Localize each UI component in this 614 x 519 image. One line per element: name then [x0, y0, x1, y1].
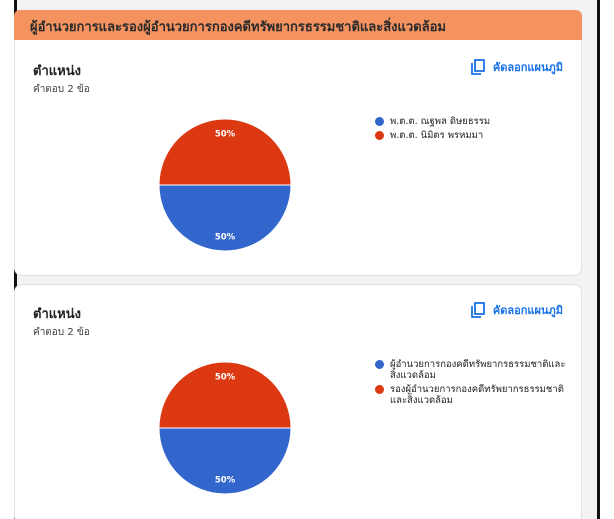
question-title: ตำแหน่ง [33, 307, 81, 322]
section-header: ผู้อำนวยการและรองผู้อำนวยการกองคดีทรัพยา… [14, 10, 582, 40]
copy-icon [471, 302, 485, 318]
copy-chart-label: คัดลอกแผนภูมิ [492, 304, 563, 317]
question-card-1: ตำแหน่ง คำตอบ 2 ข้อ คัดลอกแผนภูมิ 50% 50%… [14, 40, 582, 276]
legend-swatch [375, 360, 384, 369]
slice-percent-label: 50% [215, 130, 236, 140]
legend-label: พ.ต.ต. นิมิตร พรหมมา [390, 130, 484, 141]
legend-item[interactable]: พ.ต.ต. ณฐพล ดิษยธรรม [375, 116, 575, 127]
pie-slice[interactable] [159, 427, 291, 495]
response-count: คำตอบ 2 ข้อ [33, 327, 90, 338]
pie-slice[interactable] [159, 184, 291, 252]
chart-legend: พ.ต.ต. ณฐพล ดิษยธรรม พ.ต.ต. นิมิตร พรหมม… [375, 116, 575, 144]
legend-swatch [375, 117, 384, 126]
section-title: ผู้อำนวยการและรองผู้อำนวยการกองคดีทรัพยา… [30, 20, 446, 35]
question-title: ตำแหน่ง [33, 64, 81, 79]
copy-chart-label: คัดลอกแผนภูมิ [492, 61, 563, 74]
slice-percent-label: 50% [215, 232, 236, 242]
legend-label: ผู้อำนวยการกองคดีทรัพยากรธรรมชาติและสิ่ง… [390, 359, 566, 381]
slice-percent-label: 50% [215, 475, 236, 485]
pie-chart: 50% 50% [159, 118, 291, 252]
chart-legend: ผู้อำนวยการกองคดีทรัพยากรธรรมชาติและสิ่ง… [375, 359, 575, 409]
question-card-2: ตำแหน่ง คำตอบ 2 ข้อ คัดลอกแผนภูมิ 50% 50%… [14, 284, 582, 519]
copy-icon [471, 59, 485, 75]
pie-slice[interactable] [159, 361, 291, 429]
copy-chart-button[interactable]: คัดลอกแผนภูมิ [471, 301, 563, 319]
legend-item[interactable]: พ.ต.ต. นิมิตร พรหมมา [375, 130, 575, 141]
legend-label: พ.ต.ต. ณฐพล ดิษยธรรม [390, 116, 491, 127]
response-count: คำตอบ 2 ข้อ [33, 84, 90, 95]
slice-percent-label: 50% [215, 373, 236, 383]
copy-chart-button[interactable]: คัดลอกแผนภูมิ [471, 58, 563, 76]
legend-label: รองผู้อำนวยการกองคดีทรัพยากรธรรมชาติและส… [390, 384, 564, 406]
pie-chart: 50% 50% [159, 361, 291, 495]
legend-swatch [375, 131, 384, 140]
pie-slice[interactable] [159, 118, 291, 186]
legend-item[interactable]: ผู้อำนวยการกองคดีทรัพยากรธรรมชาติและสิ่ง… [375, 359, 575, 381]
legend-item[interactable]: รองผู้อำนวยการกองคดีทรัพยากรธรรมชาติและส… [375, 384, 575, 406]
legend-swatch [375, 385, 384, 394]
